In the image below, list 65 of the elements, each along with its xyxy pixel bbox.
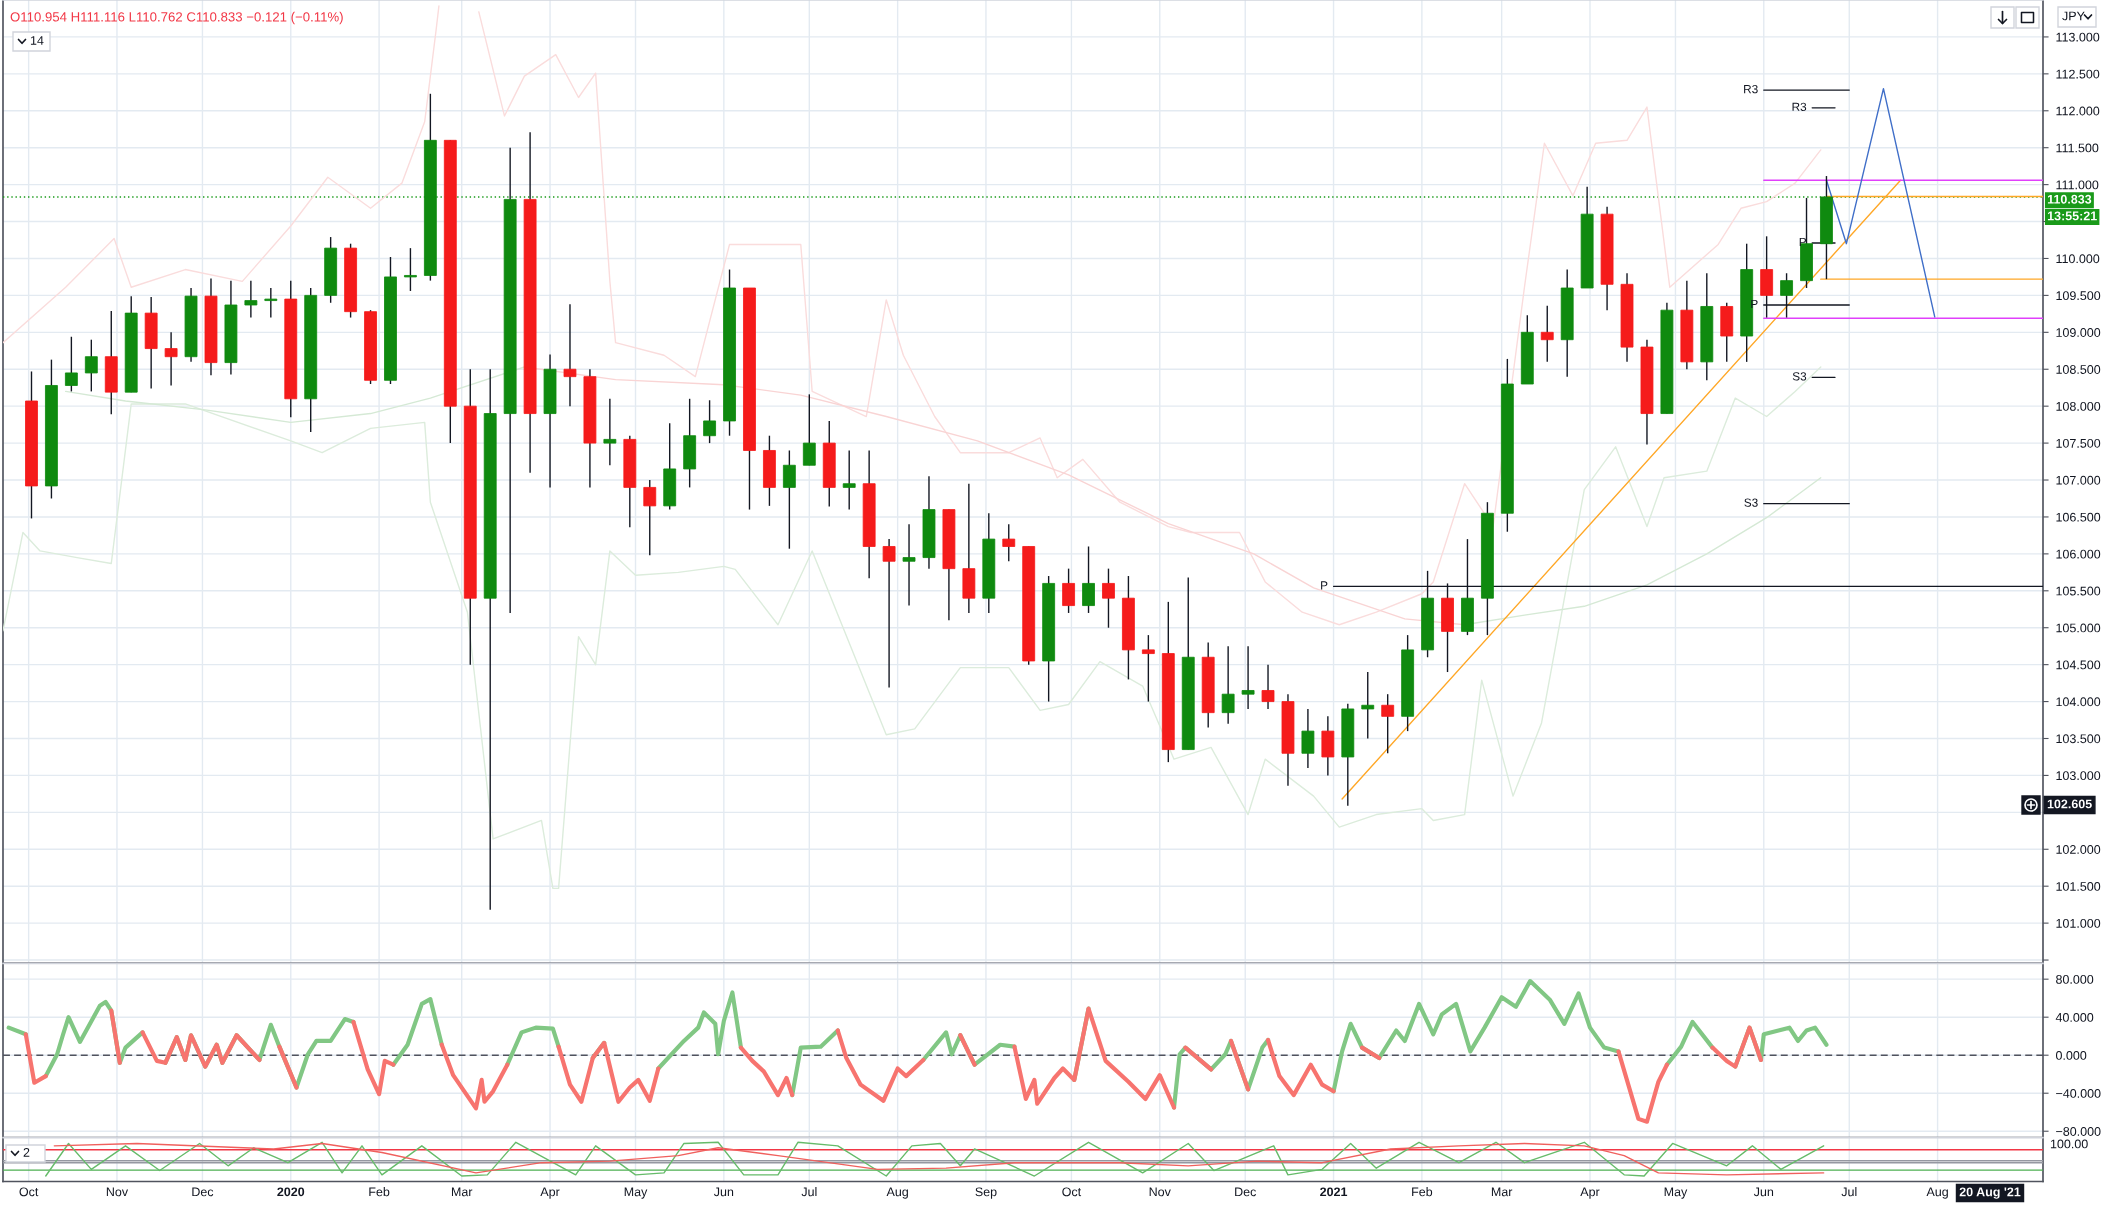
x-tick-label: May xyxy=(1664,1187,1688,1199)
annotation: 14 xyxy=(30,36,44,45)
y-tick-label: −80.000 xyxy=(2056,1127,2101,1136)
y-tick-label: 102.000 xyxy=(2056,845,2101,854)
y-tick-label: 80.000 xyxy=(2056,974,2094,984)
x-tick-label: Dec xyxy=(1235,1187,1257,1197)
x-tick-label: Oct xyxy=(1062,1187,1082,1197)
series-label: R3 xyxy=(1744,84,1758,94)
x-tick-label: Feb xyxy=(1412,1187,1433,1197)
y-tick-label: 112.000 xyxy=(2056,106,2100,116)
y-tick-label: 106.000 xyxy=(2056,549,2101,559)
x-tick-label: Sep xyxy=(975,1187,997,1199)
y-tick-label: 108.000 xyxy=(2056,401,2101,411)
series-label: P xyxy=(1321,581,1328,590)
ref-line-label: 110.833 xyxy=(2047,194,2092,204)
y-tick-label: 108.500 xyxy=(2056,365,2101,374)
y-tick-label: 101.500 xyxy=(2056,882,2101,891)
y-tick-label: 105.500 xyxy=(2056,586,2101,596)
y-tick-label: 109.000 xyxy=(2056,328,2101,337)
x-tick-label: Mar xyxy=(1491,1187,1513,1197)
y-tick-label: 40.000 xyxy=(2055,1012,2094,1022)
annotation: O110.954 H111.116 L110.762 C110.833 −0.121 (−0.11%) xyxy=(10,11,343,25)
annotation: 2 xyxy=(23,1148,30,1157)
y-tick-label: 104.000 xyxy=(2056,697,2101,707)
x-tick-label: Aug xyxy=(886,1187,908,1199)
x-tick-label: 2021 xyxy=(1320,1187,1348,1197)
x-tick-label: Nov xyxy=(1149,1187,1171,1197)
text: 102.605 xyxy=(2047,799,2092,809)
y-tick-label: 107.000 xyxy=(2056,475,2101,485)
text: 20 Aug '21 xyxy=(1959,1187,2021,1199)
series-label: S3 xyxy=(1792,372,1807,381)
y-tick-label: 110.000 xyxy=(2056,254,2100,264)
x-tick-label: Apr xyxy=(1580,1187,1600,1199)
y-tick-label: 109.500 xyxy=(2056,291,2101,301)
x-tick-label: Jul xyxy=(1841,1187,1857,1197)
x-tick-label: Oct xyxy=(19,1187,39,1197)
x-tick-label: Mar xyxy=(451,1187,473,1197)
x-tick-label: Jul xyxy=(801,1187,817,1197)
y-tick-label: 106.500 xyxy=(2056,512,2101,522)
x-tick-label: Jun xyxy=(1753,1187,1774,1197)
text: 100.00 xyxy=(2050,1139,2088,1149)
y-tick-label: 103.000 xyxy=(2056,771,2101,781)
y-tick-label: 111.000 xyxy=(2056,180,2099,190)
y-tick-label: 103.500 xyxy=(2056,734,2101,744)
y-tick-label: 101.000 xyxy=(2056,918,2101,928)
x-tick-label: Apr xyxy=(540,1187,560,1199)
y-tick-label: 0.000 xyxy=(2055,1051,2087,1060)
y-tick-label: 111.500 xyxy=(2056,143,2099,153)
y-tick-label: 113.000 xyxy=(2056,32,2100,42)
y-tick-label: 107.500 xyxy=(2056,438,2101,448)
series-label: S3 xyxy=(1744,498,1758,507)
y-tick-label: 105.000 xyxy=(2056,623,2101,633)
x-tick-label: Jun xyxy=(713,1187,734,1197)
y-tick-label: 104.500 xyxy=(2056,660,2101,670)
y-tick-label: 112.500 xyxy=(2056,69,2100,79)
x-tick-label: 2020 xyxy=(277,1187,305,1197)
y-tick-label: −40.000 xyxy=(2056,1089,2101,1098)
x-tick-label: May xyxy=(624,1187,648,1199)
x-tick-label: Nov xyxy=(106,1187,129,1197)
x-tick-label: Feb xyxy=(369,1187,390,1197)
text: JPY xyxy=(2062,11,2085,21)
text: 13:55:21 xyxy=(2047,211,2097,221)
series-label: R3 xyxy=(1792,102,1807,111)
x-tick-label: Aug xyxy=(1926,1187,1948,1199)
x-tick-label: Dec xyxy=(192,1187,214,1197)
